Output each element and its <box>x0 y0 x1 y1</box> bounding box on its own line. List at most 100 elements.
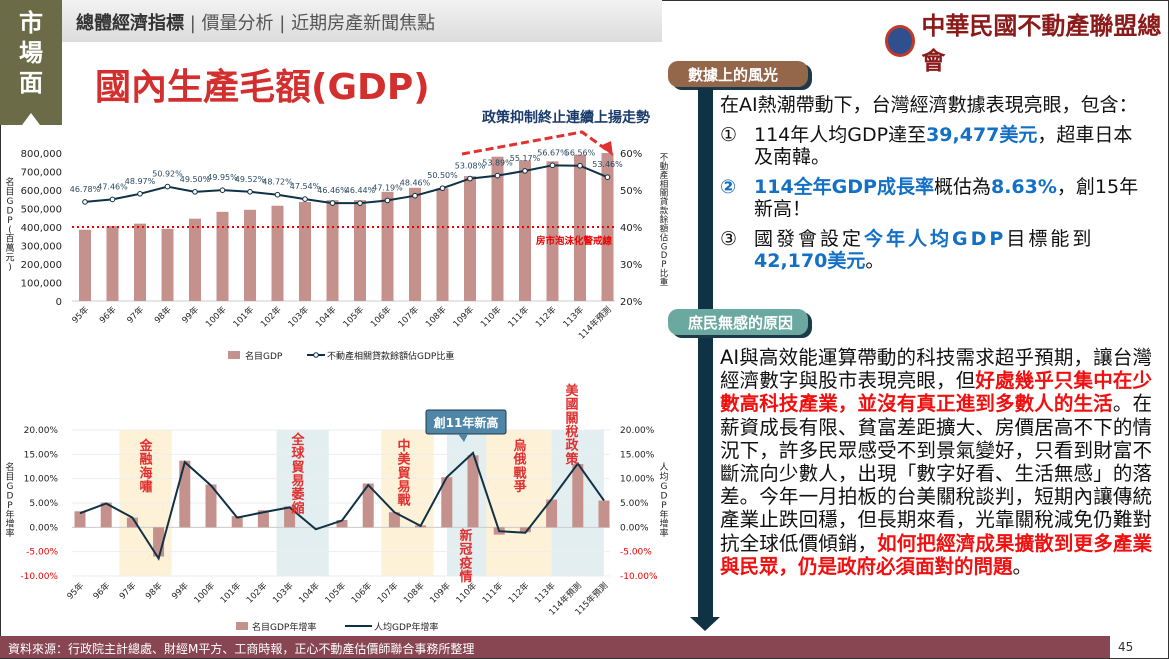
point-loan-ratio <box>604 174 611 180</box>
item-num: ③ <box>720 228 738 250</box>
t: 概估為 <box>933 176 991 198</box>
point-loan-ratio <box>384 197 391 204</box>
point-loan-ratio <box>302 196 308 202</box>
legend-label: 名目GDP <box>245 350 283 362</box>
threshold-label: 房市泡沫化警戒線 <box>536 235 613 247</box>
y-tick-left: -5.00% <box>26 548 58 558</box>
data-label: 48.46% <box>400 179 431 188</box>
bar-gdp <box>436 188 449 301</box>
bar-gdp <box>79 229 91 301</box>
bar-gdp <box>216 211 229 301</box>
annotation: 政策抑制終止連續上揚走勢 <box>482 109 650 126</box>
point-loan-ratio <box>164 183 171 190</box>
x-tick: 111年 <box>506 304 532 330</box>
nav-item[interactable]: 價量分析 <box>201 13 274 34</box>
bar-gdp <box>491 156 504 301</box>
bar-gdp <box>574 154 586 301</box>
x-tick: 103年 <box>270 580 296 606</box>
data-label: 55.17% <box>510 154 541 163</box>
x-tick: 112年 <box>506 580 532 606</box>
x-tick: 100年 <box>203 304 229 330</box>
item-num: ① <box>720 124 738 146</box>
x-tick: 104年 <box>297 580 323 606</box>
event-label: 新冠疫情 <box>459 528 472 585</box>
point-loan-ratio <box>439 185 446 191</box>
t: 好處幾乎只集中在少數高科技產業，並沒有真正進到多數人的生活 <box>720 369 1152 416</box>
x-tick: 108年 <box>401 580 427 606</box>
legend-label: 不動產相關貸款餘額佔GDP比重 <box>327 350 454 362</box>
y-tick-right: 40% <box>620 223 642 234</box>
trend-arrow <box>461 130 608 156</box>
item-num: ② <box>720 176 737 198</box>
data-label: 53.08% <box>455 162 486 171</box>
x-tick: 96年 <box>97 304 119 326</box>
point-loan-ratio <box>109 196 116 203</box>
legend-swatch-bar <box>236 622 248 630</box>
source-footer: 資料來源：行政院主計總處、財經M平方、工商時報，正心不動產估價師聯合事務所整理 <box>0 636 1110 658</box>
logo: 中華民國不動產聯盟總會 <box>885 6 1169 76</box>
tab-reasons: 庶民無感的原因 <box>668 309 808 335</box>
bar-gdp <box>189 218 201 301</box>
t: 。在薪資成長有限、貧富差距擴大、房價居高不下的情況下，許多民眾感受不到景氣變好，… <box>720 392 1152 555</box>
y-tick-left: 800,000 <box>21 149 62 160</box>
x-tick: 108年 <box>423 304 449 330</box>
point-loan-ratio <box>192 189 198 195</box>
t: 42,170美元 <box>754 250 866 272</box>
y-tick-left: 15.00% <box>24 450 59 460</box>
x-tick: 98年 <box>143 580 165 602</box>
bar-nominal-growth <box>388 512 400 528</box>
bar-gdp <box>244 209 256 301</box>
data-label: 46.44% <box>345 186 376 195</box>
data-label: 46.46% <box>317 186 348 195</box>
data-label: 49.52% <box>235 175 266 184</box>
highlights-text: 在AI熱潮帶動下，台灣經濟數據表現亮眼，包含： ① 114年人均GDP達至39,4… <box>720 94 1150 280</box>
page-number: 45 <box>1118 640 1134 654</box>
y-tick-right: 30% <box>620 260 642 271</box>
x-tick: 105年 <box>341 304 367 330</box>
point-loan-ratio <box>329 200 336 206</box>
data-label: 46.78% <box>70 185 101 194</box>
y-tick-right: 15.00% <box>620 450 655 460</box>
x-tick: 95年 <box>70 304 92 326</box>
y-tick-left: -10.00% <box>20 572 58 582</box>
bar-nominal-growth <box>257 510 269 528</box>
point-loan-ratio <box>274 191 281 198</box>
nav-item-active[interactable]: 總體經濟指標 <box>76 13 184 34</box>
y-tick-right: -10.00% <box>620 572 658 582</box>
page-title: 國內生產毛額(GDP) <box>95 67 430 108</box>
x-tick: 109年 <box>451 304 477 330</box>
arrowhead-icon <box>600 141 613 156</box>
x-tick: 100年 <box>192 580 218 606</box>
data-label: 47.46% <box>97 182 128 191</box>
bar-nominal-growth <box>598 500 610 528</box>
bar-gdp <box>409 187 421 301</box>
event-label: 中美貿易戰 <box>397 438 411 509</box>
t: AI與高效能運算帶動的科技需求超乎預期，讓台灣經濟數字與股市表現亮眼，但 <box>720 346 1152 393</box>
nav-sep: | <box>189 13 196 34</box>
nav-item[interactable]: 近期房產新聞焦點 <box>291 13 436 34</box>
point-loan-ratio <box>467 175 473 182</box>
point-loan-ratio <box>577 162 583 169</box>
section-label: 市場面 <box>0 0 62 125</box>
bar-nominal-growth <box>362 483 374 528</box>
point-loan-ratio <box>219 187 226 193</box>
y-tick-right: 5.00% <box>620 499 649 509</box>
bar-nominal-growth <box>205 484 217 528</box>
x-tick: 104年 <box>313 304 339 330</box>
bar-nominal-growth <box>572 464 584 528</box>
bar-gdp <box>326 200 339 301</box>
point-loan-ratio <box>549 162 556 169</box>
x-tick: 97年 <box>125 304 147 326</box>
t: 國發會設定 <box>754 228 865 250</box>
y-tick-left: 0.00% <box>29 523 58 533</box>
list-item: ③ 國發會設定今年人均GDP目標能到 42,170美元。 <box>720 228 1150 272</box>
t: 8.63% <box>990 176 1057 198</box>
tab-highlights: 數據上的風光 <box>668 61 808 87</box>
line-loan-ratio <box>84 164 608 205</box>
point-loan-ratio <box>522 168 528 174</box>
data-label: 50.92% <box>152 170 183 179</box>
t: 。 <box>865 250 888 272</box>
arrow-down-icon <box>690 617 720 631</box>
data-label: 48.97% <box>125 177 156 186</box>
point-loan-ratio <box>137 191 143 197</box>
